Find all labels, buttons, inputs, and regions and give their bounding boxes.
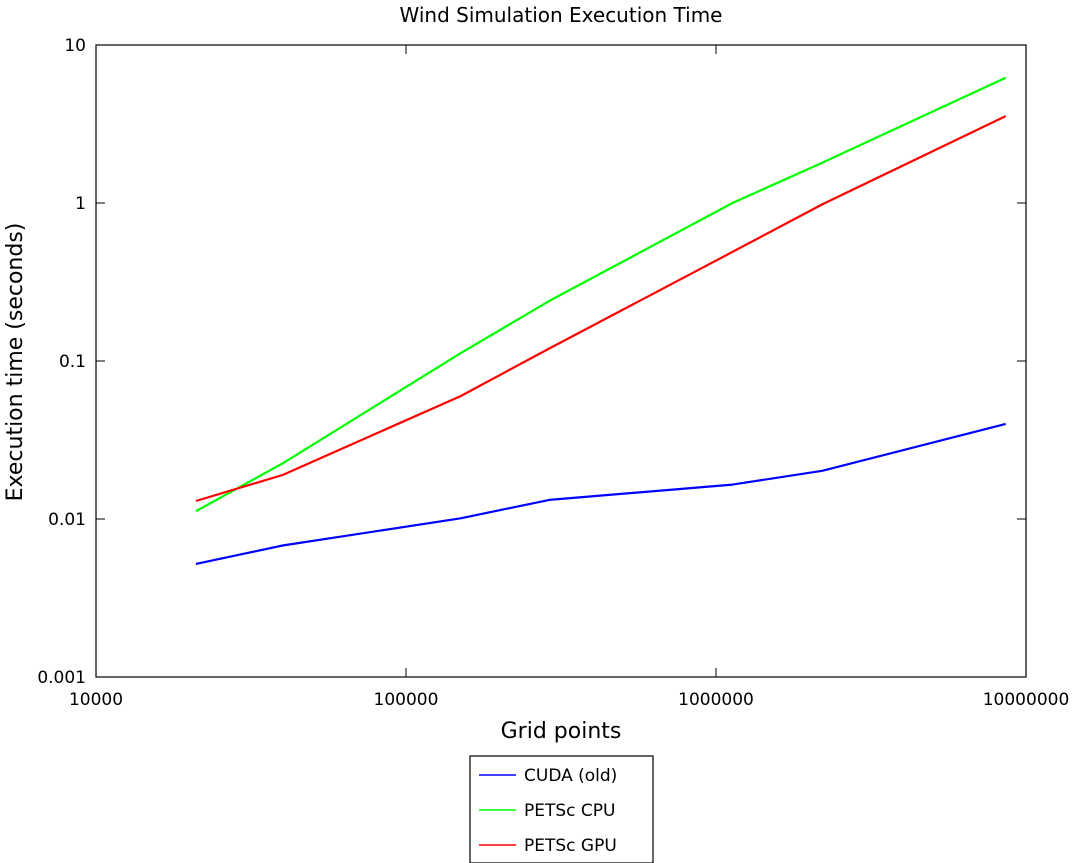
series-lines <box>195 76 1007 565</box>
series-line-cuda-old <box>195 422 1006 565</box>
legend-label: PETSc CPU <box>524 801 615 821</box>
x-tick-label: 100000 <box>374 690 439 710</box>
y-tick-label: 10 <box>64 36 86 56</box>
legend-label: CUDA (old) <box>524 766 617 786</box>
y-tick-label: 0.01 <box>48 510 86 530</box>
x-axis: 10000 100000 1000000 10000000 <box>69 45 1069 710</box>
y-tick-label: 1 <box>75 194 86 214</box>
series-line-petsc-gpu <box>195 115 1007 503</box>
legend: CUDA (old) PETSc CPU PETSc GPU <box>469 755 654 863</box>
x-tick-label: 1000000 <box>678 690 754 710</box>
y-axis-title: Execution time (seconds) <box>3 223 28 502</box>
series-line-petsc-cpu <box>195 76 1007 513</box>
x-axis-title: Grid points <box>501 719 622 744</box>
x-tick-label: 10000000 <box>983 690 1070 710</box>
plot-area-border <box>95 44 1027 678</box>
y-tick-label: 0.1 <box>59 352 86 372</box>
y-axis: 0.001 0.01 0.1 1 10 <box>37 36 1026 688</box>
y-tick-label: 0.001 <box>37 668 86 688</box>
legend-label: PETSc GPU <box>524 836 617 856</box>
chart-title: Wind Simulation Execution Time <box>400 3 723 27</box>
x-tick-label: 10000 <box>69 690 123 710</box>
plot-frame <box>95 44 1027 678</box>
